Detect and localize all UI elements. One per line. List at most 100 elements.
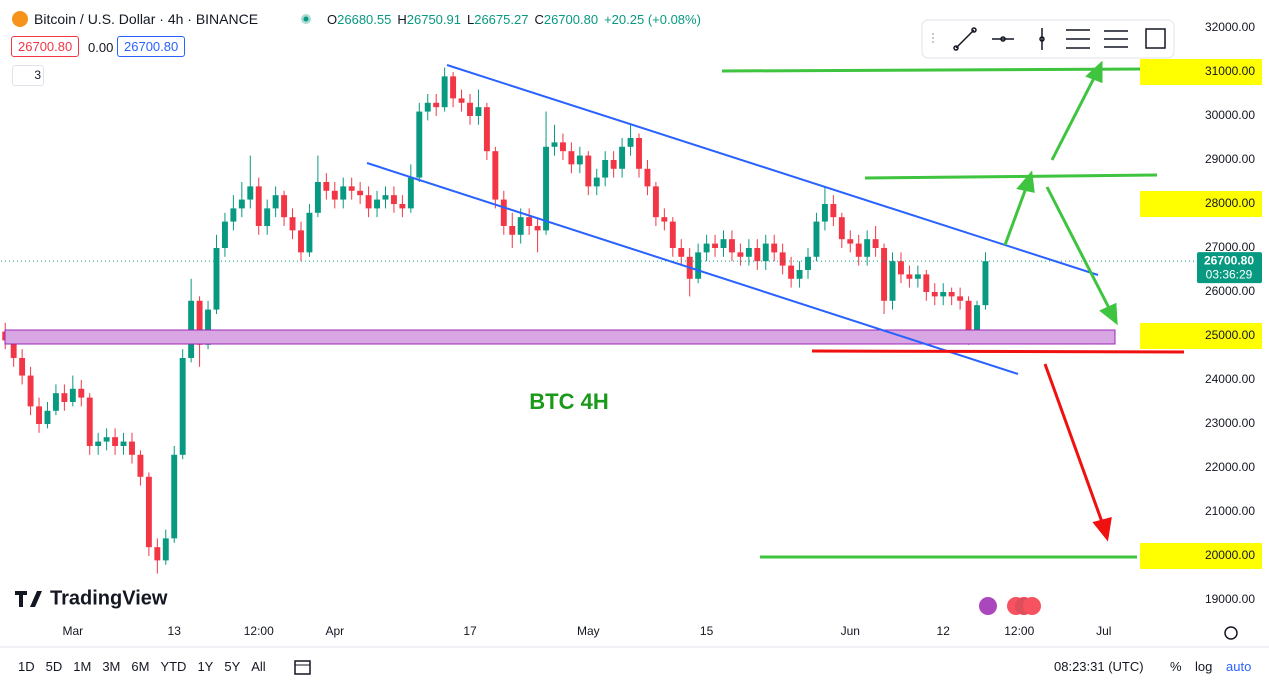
range-buttons: 1D 5D 1M 3M 6M YTD 1Y 5Y All <box>18 659 277 674</box>
candle-body <box>52 393 59 411</box>
range-button[interactable]: 3M <box>102 659 121 674</box>
candle-body <box>10 340 17 358</box>
settings-icon[interactable] <box>1224 626 1238 640</box>
range-button[interactable]: 5D <box>45 659 63 674</box>
candle-body <box>314 181 321 213</box>
x-tick-label: 17 <box>463 624 477 638</box>
y-tick-label: 23000.00 <box>1205 416 1255 430</box>
candle-body <box>483 107 490 152</box>
range-button[interactable]: 1M <box>73 659 92 674</box>
candle-body <box>467 102 473 116</box>
candle-body <box>610 159 617 169</box>
candle-body <box>779 252 786 266</box>
candle-body <box>365 195 372 209</box>
candle-body <box>982 261 989 306</box>
date-range-icon[interactable] <box>293 657 313 677</box>
candle-body <box>602 159 609 178</box>
spread: 0.00 <box>88 40 114 55</box>
candle-body <box>855 243 862 257</box>
candle-body <box>957 296 964 301</box>
log-toggle[interactable]: log <box>1195 659 1213 674</box>
tool-icon[interactable] <box>1145 28 1166 49</box>
candle-body <box>162 538 169 561</box>
candle-body <box>272 195 279 209</box>
indicators-toggle[interactable]: 3 <box>12 65 44 86</box>
candle-body <box>644 168 651 187</box>
bid-price[interactable]: 26700.80 <box>11 36 80 57</box>
candle-body <box>407 177 414 209</box>
candle-body <box>264 208 271 226</box>
candle-body <box>830 203 837 218</box>
candle-body <box>619 146 626 169</box>
ask-price[interactable]: 26700.80 <box>117 36 186 57</box>
range-button[interactable]: 1D <box>18 659 35 674</box>
candle-body <box>805 256 811 270</box>
channel-lower <box>366 162 1019 375</box>
candle-body <box>737 252 744 257</box>
candle-body <box>78 388 85 398</box>
support-zone <box>4 329 1116 345</box>
candle-body <box>306 212 313 253</box>
range-button[interactable]: 5Y <box>224 659 241 674</box>
candle-body <box>492 151 499 200</box>
candle-body <box>636 137 642 169</box>
range-button[interactable]: YTD <box>160 659 187 674</box>
candle-body <box>120 441 127 446</box>
y-tick-label: 27000.00 <box>1205 240 1255 254</box>
candle-body <box>771 243 778 253</box>
x-tick-label: 15 <box>700 624 714 638</box>
x-tick-label: 12 <box>937 624 951 638</box>
candle-body <box>881 247 888 301</box>
x-tick-label: 12:00 <box>1004 624 1034 638</box>
candle-body <box>669 221 676 248</box>
candle-body <box>788 265 795 279</box>
candle-body <box>44 410 51 424</box>
drawings <box>4 60 1185 559</box>
candle-body <box>762 243 769 262</box>
countdown: 03:36:29 <box>1206 267 1253 281</box>
candle-body <box>86 397 93 446</box>
range-button[interactable]: 6M <box>131 659 150 674</box>
clock: 08:23:31 (UTC) <box>1054 659 1144 674</box>
candle-body <box>568 151 575 165</box>
candle-body <box>69 388 76 402</box>
candle-body <box>703 243 710 253</box>
x-tick-label: Jul <box>1096 624 1111 638</box>
candle-body <box>923 274 930 292</box>
y-tick-label: 32000.00 <box>1205 20 1255 34</box>
candle-body <box>661 217 668 222</box>
candles <box>2 67 989 574</box>
y-tick-label: 31000.00 <box>1205 64 1255 78</box>
auto-toggle[interactable]: auto <box>1226 659 1252 674</box>
range-button[interactable]: 1Y <box>197 659 214 674</box>
candle-body <box>821 203 828 222</box>
symbol-title[interactable]: Bitcoin / U.S. Dollar · 4h · BINANCE <box>34 11 259 27</box>
percent-toggle[interactable]: % <box>1170 659 1182 674</box>
annotation: BTC 4H <box>529 389 608 414</box>
x-tick-label: 13 <box>168 624 182 638</box>
y-tick-label: 30000.00 <box>1205 108 1255 122</box>
candle-body <box>433 102 440 108</box>
candle-body <box>36 406 42 424</box>
candle-body <box>154 547 161 561</box>
logo-mark <box>15 591 42 607</box>
drawing-toolbar <box>921 19 1175 59</box>
ohlc-key: H <box>397 12 407 27</box>
channel-upper <box>446 64 1099 276</box>
x-tick-label: Mar <box>62 624 83 638</box>
range-button[interactable]: All <box>251 659 266 674</box>
ohlc-value: 26750.91 <box>406 12 461 27</box>
candle-body <box>974 305 980 332</box>
candle-body <box>965 300 972 332</box>
tool-icon[interactable] <box>955 29 975 49</box>
candle-body <box>847 239 854 244</box>
candle-body <box>864 239 871 257</box>
y-tick-label: 24000.00 <box>1205 372 1255 386</box>
candle-body <box>940 291 947 297</box>
level-line <box>864 173 1158 180</box>
ohlc-value: 26680.55 <box>337 12 392 27</box>
candle-body <box>95 441 102 446</box>
y-tick-label: 25000.00 <box>1205 328 1255 342</box>
x-tick-label: Apr <box>325 624 344 638</box>
candle-body <box>441 76 448 108</box>
